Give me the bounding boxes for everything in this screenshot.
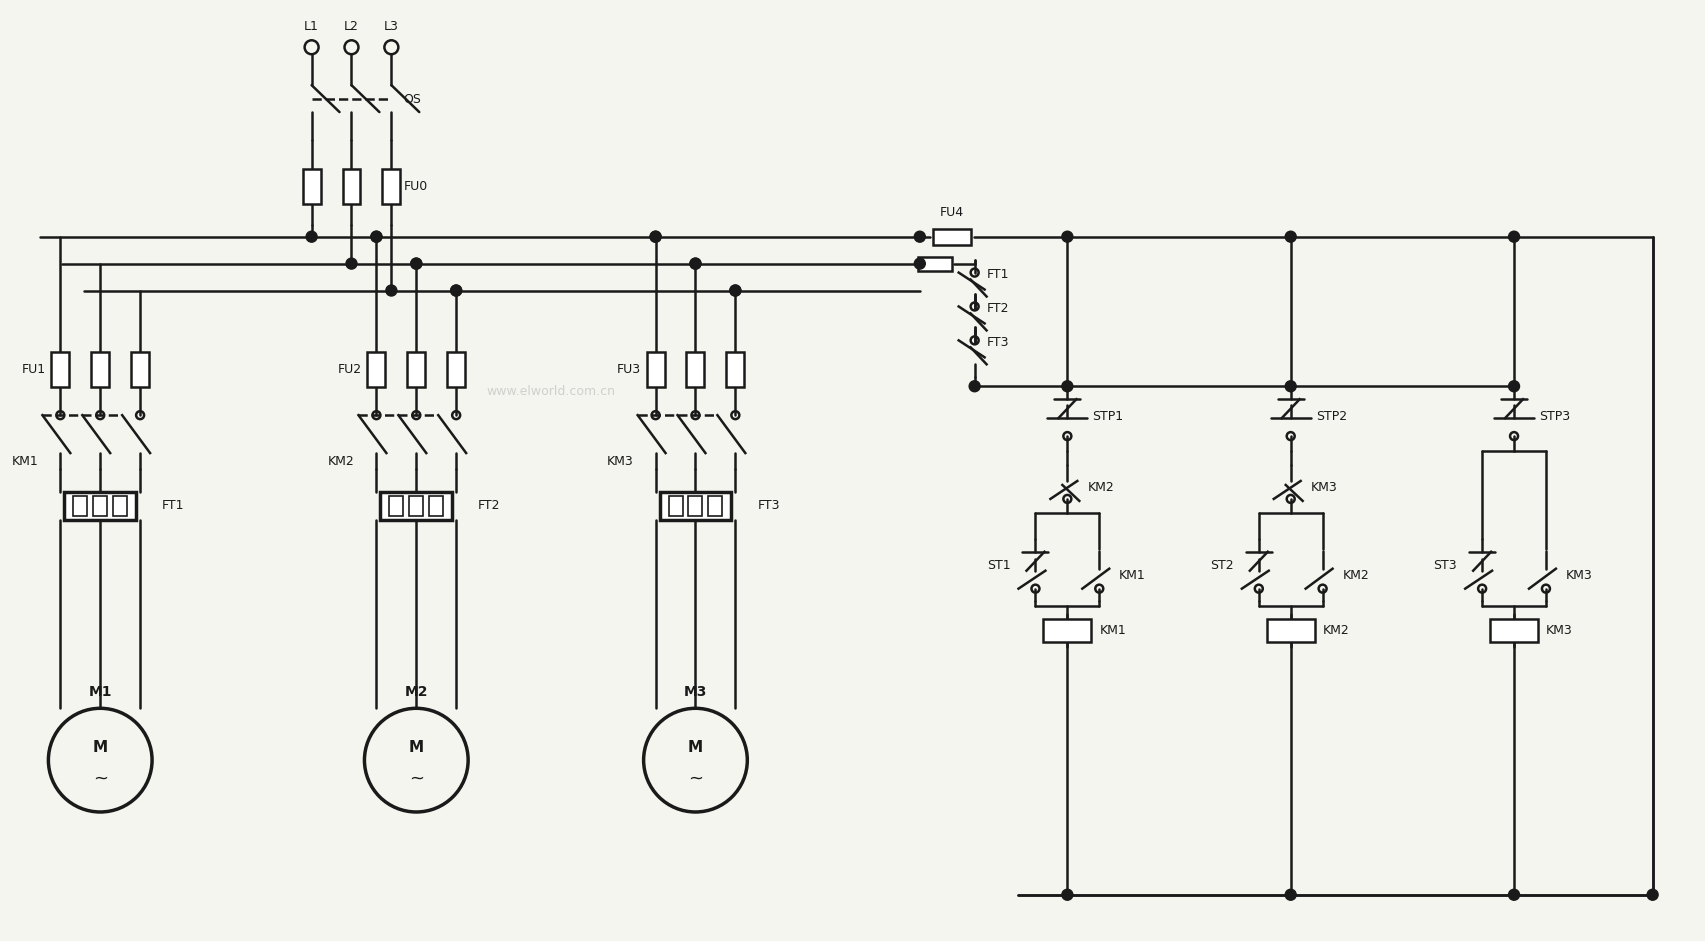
- Bar: [660, 492, 731, 519]
- Circle shape: [650, 231, 662, 242]
- Text: KM3: KM3: [1546, 624, 1572, 637]
- Bar: [407, 352, 425, 387]
- Circle shape: [730, 285, 742, 296]
- Text: L3: L3: [384, 21, 399, 33]
- Bar: [1490, 618, 1538, 643]
- Text: ST2: ST2: [1211, 559, 1234, 572]
- Text: M: M: [687, 740, 702, 755]
- Bar: [302, 169, 321, 204]
- Text: KM3: KM3: [607, 455, 634, 468]
- Circle shape: [1286, 231, 1296, 242]
- Text: M3: M3: [684, 685, 708, 699]
- Text: KM2: KM2: [327, 455, 355, 468]
- Text: KM2: KM2: [1342, 569, 1369, 582]
- Bar: [73, 496, 87, 516]
- Text: FU1: FU1: [20, 363, 46, 375]
- Text: ~: ~: [92, 769, 107, 787]
- Bar: [65, 492, 136, 519]
- Circle shape: [307, 231, 317, 242]
- Text: QS: QS: [404, 92, 421, 105]
- Circle shape: [691, 258, 701, 269]
- Text: M1: M1: [89, 685, 113, 699]
- Text: FT3: FT3: [757, 500, 779, 513]
- Bar: [131, 352, 148, 387]
- Circle shape: [1062, 231, 1072, 242]
- Bar: [933, 229, 970, 245]
- Bar: [726, 352, 745, 387]
- Text: L1: L1: [303, 21, 319, 33]
- Text: KM2: KM2: [1088, 482, 1113, 494]
- Text: KM1: KM1: [12, 455, 39, 468]
- Text: www.elworld.com.cn: www.elworld.com.cn: [486, 385, 616, 398]
- Bar: [646, 352, 665, 387]
- Circle shape: [914, 258, 926, 269]
- Circle shape: [450, 285, 462, 296]
- Circle shape: [1509, 889, 1519, 901]
- Circle shape: [1509, 231, 1519, 242]
- Text: KM2: KM2: [1323, 624, 1349, 637]
- Text: L2: L2: [344, 21, 360, 33]
- Circle shape: [650, 231, 662, 242]
- Circle shape: [1062, 889, 1072, 901]
- Bar: [92, 352, 109, 387]
- Circle shape: [411, 258, 421, 269]
- Bar: [668, 496, 682, 516]
- Bar: [382, 169, 401, 204]
- Circle shape: [1062, 381, 1072, 391]
- Circle shape: [730, 285, 742, 296]
- Text: M: M: [92, 740, 107, 755]
- Bar: [687, 352, 704, 387]
- Circle shape: [968, 381, 980, 391]
- Circle shape: [691, 258, 701, 269]
- Bar: [1043, 618, 1091, 643]
- Text: KM1: KM1: [1118, 569, 1146, 582]
- Bar: [51, 352, 70, 387]
- Bar: [94, 496, 107, 516]
- Text: FT1: FT1: [162, 500, 184, 513]
- Circle shape: [450, 285, 462, 296]
- Bar: [113, 496, 128, 516]
- Bar: [447, 352, 465, 387]
- Circle shape: [914, 231, 926, 242]
- Text: FT2: FT2: [477, 500, 501, 513]
- Circle shape: [372, 231, 382, 242]
- Text: ~: ~: [409, 769, 425, 787]
- Text: FU4: FU4: [939, 206, 963, 218]
- Text: ST1: ST1: [987, 559, 1011, 572]
- Bar: [917, 257, 951, 271]
- Circle shape: [1286, 381, 1296, 391]
- Bar: [708, 496, 723, 516]
- Bar: [380, 492, 452, 519]
- Text: KM1: KM1: [1100, 624, 1125, 637]
- Bar: [430, 496, 443, 516]
- Text: STP1: STP1: [1093, 409, 1124, 423]
- Text: M: M: [409, 740, 425, 755]
- Text: ~: ~: [687, 769, 702, 787]
- Text: M2: M2: [404, 685, 428, 699]
- Text: FT3: FT3: [987, 336, 1009, 349]
- Bar: [409, 496, 423, 516]
- Circle shape: [372, 231, 382, 242]
- Circle shape: [411, 258, 421, 269]
- Text: FU3: FU3: [617, 363, 641, 375]
- Text: ST3: ST3: [1434, 559, 1458, 572]
- Text: KM3: KM3: [1565, 569, 1592, 582]
- Text: KM3: KM3: [1311, 482, 1337, 494]
- Circle shape: [1647, 889, 1659, 901]
- Text: FT1: FT1: [987, 268, 1009, 281]
- Text: FU2: FU2: [338, 363, 361, 375]
- Circle shape: [385, 285, 397, 296]
- Bar: [1267, 618, 1315, 643]
- Circle shape: [1286, 889, 1296, 901]
- Text: STP2: STP2: [1316, 409, 1347, 423]
- Bar: [368, 352, 385, 387]
- Bar: [689, 496, 702, 516]
- Bar: [343, 169, 360, 204]
- Text: FU0: FU0: [404, 181, 428, 193]
- Text: FT2: FT2: [987, 302, 1009, 315]
- Circle shape: [1509, 381, 1519, 391]
- Text: STP3: STP3: [1540, 409, 1570, 423]
- Bar: [389, 496, 404, 516]
- Circle shape: [346, 258, 356, 269]
